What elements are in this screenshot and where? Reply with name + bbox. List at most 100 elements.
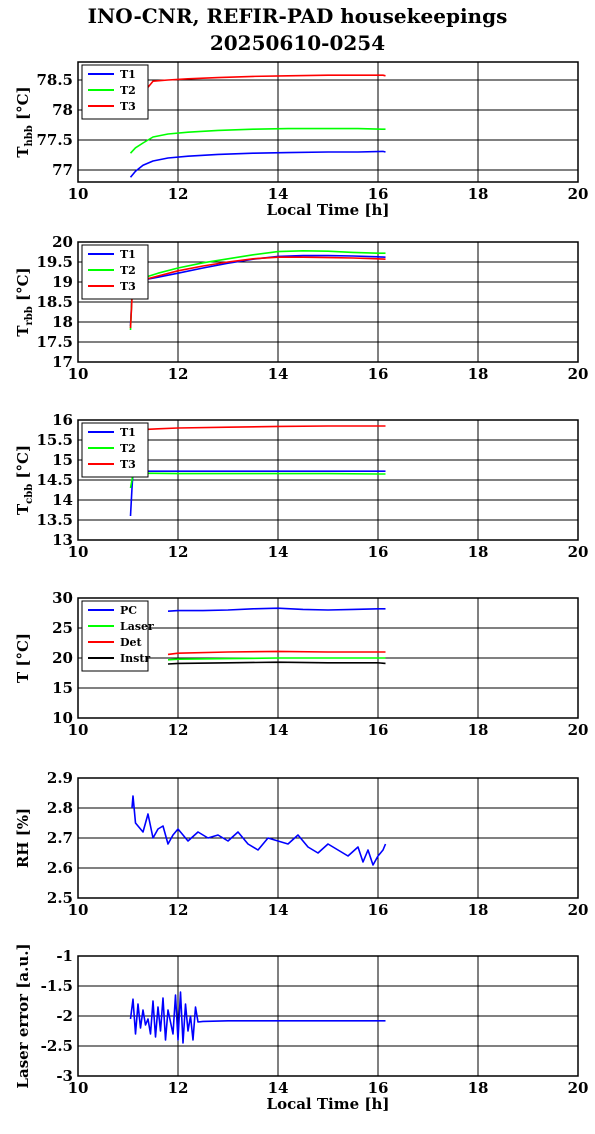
x-tick-label: 10 xyxy=(68,721,89,739)
legend-label: Instr xyxy=(120,652,150,665)
y-axis-label-sub: rbb xyxy=(24,306,35,325)
y-axis-label-main: T xyxy=(14,325,32,337)
page-subtitle: 20250610-0254 xyxy=(209,31,386,55)
y-tick-label: 17 xyxy=(52,353,73,371)
x-tick-label: 18 xyxy=(468,543,489,561)
series-line-1 xyxy=(129,991,386,1044)
x-tick-label: 12 xyxy=(168,365,189,383)
y-tick-label: 10 xyxy=(52,709,73,727)
y-axis-label-main: Laser error [a.u.] xyxy=(14,943,32,1088)
y-axis-label-main: T xyxy=(14,503,32,515)
x-tick-label: 16 xyxy=(368,721,389,739)
chart-3: 10 12 14 16 18 20 13 13.5 14 14.5 15 15.5 16 Tcbb [°C… xyxy=(14,411,588,561)
y-tick-label: 14.5 xyxy=(36,471,73,489)
legend-label: T2 xyxy=(120,84,136,97)
y-axis-label: Laser error [a.u.] xyxy=(14,943,32,1088)
y-tick-label: -2.5 xyxy=(41,1037,73,1055)
x-tick-label: 20 xyxy=(568,365,589,383)
legend-label: Det xyxy=(120,636,143,649)
y-axis-label-sub: cbb xyxy=(24,484,35,504)
y-axis-label: Thbb [°C] xyxy=(14,86,35,157)
legend-label: T3 xyxy=(120,458,136,471)
x-tick-label: 20 xyxy=(568,901,589,919)
y-tick-label: 30 xyxy=(52,589,73,607)
page-title: INO-CNR, REFIR-PAD housekeepings xyxy=(87,4,508,28)
legend: T1 T2 T3 xyxy=(81,64,149,120)
x-tick-label: 14 xyxy=(268,1079,289,1097)
y-tick-label: 18.5 xyxy=(36,293,73,311)
series-line-t3 xyxy=(142,425,386,431)
y-axis-label: Trbb [°C] xyxy=(14,267,35,336)
plot-frame xyxy=(77,61,579,183)
x-tick-label: 14 xyxy=(268,185,289,203)
x-tick-label: 16 xyxy=(368,185,389,203)
y-tick-label: 78.5 xyxy=(36,71,73,89)
series-line-instr xyxy=(167,661,386,665)
y-tick-label: -1 xyxy=(56,947,73,965)
y-tick-label: 15 xyxy=(52,451,73,469)
y-tick-label: 2.5 xyxy=(47,889,73,907)
x-tick-label: 14 xyxy=(268,901,289,919)
x-tick-label: 20 xyxy=(568,185,589,203)
x-tick-label: 16 xyxy=(368,543,389,561)
x-tick-label: 16 xyxy=(368,1079,389,1097)
y-tick-label: 2.7 xyxy=(47,829,73,847)
y-tick-label: 19 xyxy=(52,273,73,291)
legend-label: T1 xyxy=(120,426,136,439)
x-tick-label: 12 xyxy=(168,721,189,739)
y-tick-label: 20 xyxy=(52,233,73,251)
y-tick-label: 19.5 xyxy=(36,253,73,271)
x-tick-label: 20 xyxy=(568,721,589,739)
chart-5: 10 12 14 16 18 20 2.5 2.6 2.7 2.8 2.9 RH [%] xyxy=(14,769,588,919)
x-tick-label: 12 xyxy=(168,185,189,203)
x-tick-label: 18 xyxy=(468,901,489,919)
series-line-t3 xyxy=(147,74,386,88)
x-tick-label: 20 xyxy=(568,1079,589,1097)
x-tick-label: 12 xyxy=(168,543,189,561)
series-line-1 xyxy=(131,795,387,866)
y-axis-label-unit: [°C] xyxy=(14,267,32,306)
y-tick-label: -2 xyxy=(56,1007,73,1025)
y-tick-label: 2.9 xyxy=(47,769,73,787)
legend: T1 T2 T3 xyxy=(81,244,149,300)
y-tick-label: 17.5 xyxy=(36,333,73,351)
y-tick-label: 13.5 xyxy=(36,511,73,529)
legend-label: T2 xyxy=(120,442,136,455)
x-tick-label: 10 xyxy=(68,185,89,203)
chart-6: 10 12 14 16 18 20 -3 -2.5 -2 -1.5 -1 Local Time [h]… xyxy=(14,943,588,1113)
x-tick-label: 12 xyxy=(168,901,189,919)
x-tick-label: 12 xyxy=(168,1079,189,1097)
x-tick-label: 10 xyxy=(68,543,89,561)
legend-label: T1 xyxy=(120,248,136,261)
y-axis-label-main: RH [%] xyxy=(14,808,32,868)
legend-label: T3 xyxy=(120,280,136,293)
y-tick-label: 15.5 xyxy=(36,431,73,449)
y-tick-label: 78 xyxy=(52,101,73,119)
y-tick-label: 77 xyxy=(52,161,73,179)
series-line-t1 xyxy=(129,150,386,178)
legend-label: T2 xyxy=(120,264,136,277)
y-tick-label: -3 xyxy=(56,1067,73,1085)
plot-frame xyxy=(77,955,579,1077)
legend-box xyxy=(81,600,149,672)
y-tick-label: 18 xyxy=(52,313,73,331)
y-axis-label-unit: [°C] xyxy=(14,445,32,484)
plot-frame xyxy=(77,241,579,363)
x-tick-label: 10 xyxy=(68,901,89,919)
y-axis-label: Tcbb [°C] xyxy=(14,445,35,515)
y-tick-label: 15 xyxy=(52,679,73,697)
y-axis-label: RH [%] xyxy=(14,808,32,868)
y-tick-label: 13 xyxy=(52,531,73,549)
y-tick-label: 77.5 xyxy=(36,131,73,149)
x-tick-label: 20 xyxy=(568,543,589,561)
x-tick-label: 18 xyxy=(468,721,489,739)
plot-area xyxy=(78,62,578,182)
series-line-t2 xyxy=(129,127,386,154)
x-tick-label: 14 xyxy=(268,365,289,383)
plot-frame xyxy=(77,777,579,899)
legend-label: PC xyxy=(120,604,137,617)
legend: T1 T2 T3 xyxy=(81,422,149,478)
x-tick-label: 18 xyxy=(468,1079,489,1097)
x-tick-label: 16 xyxy=(368,365,389,383)
